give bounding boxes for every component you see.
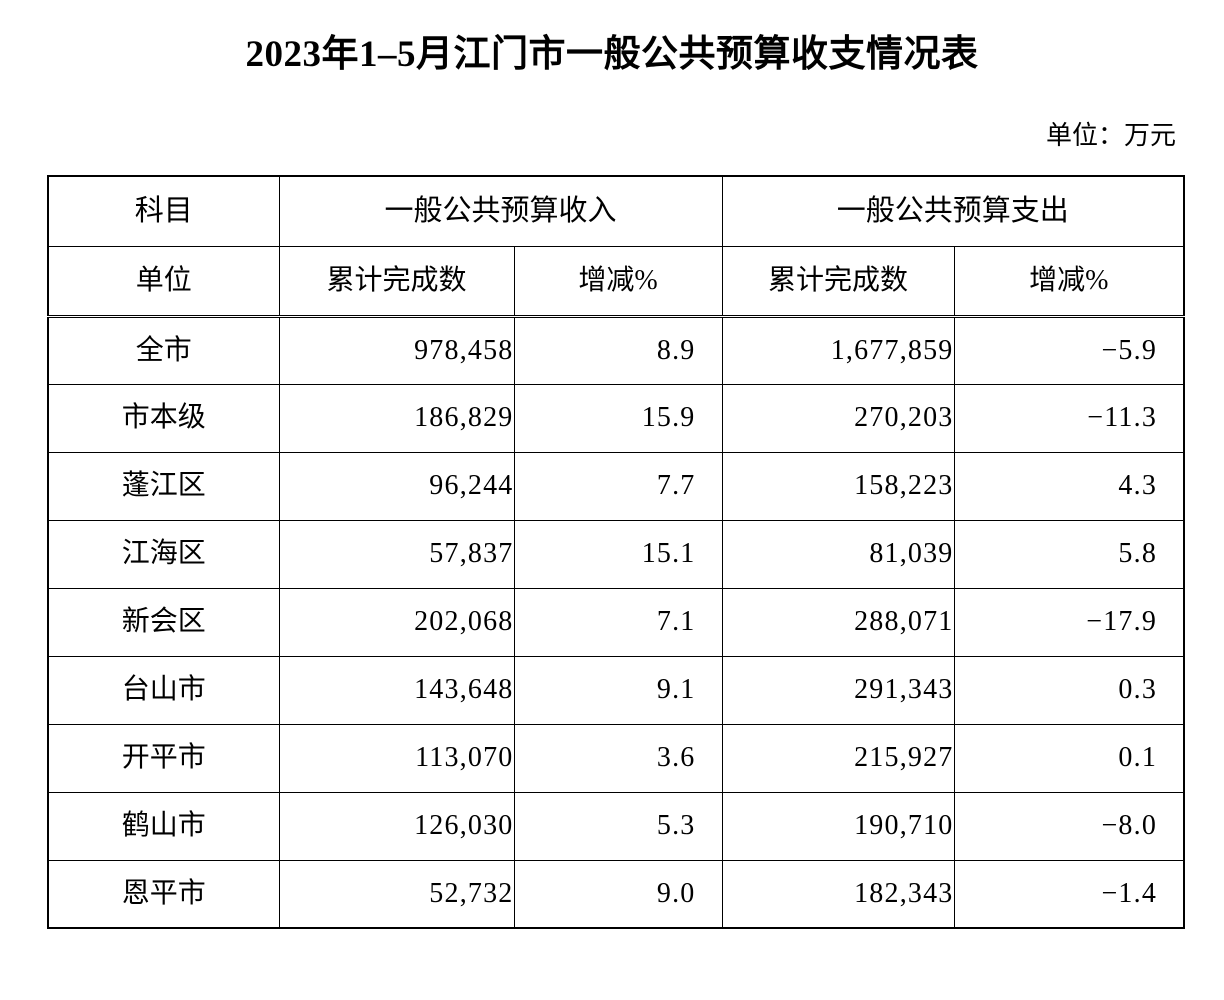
cell-expenditure-change: 4.3	[953, 451, 1185, 521]
table-row: 新会区 202,068 7.1 288,071 −17.9	[47, 587, 1185, 657]
header-group-revenue: 一般公共预算收入	[278, 175, 723, 247]
header-row-groups: 科目 一般公共预算收入 一般公共预算支出	[47, 175, 1185, 247]
cell-revenue-change: 15.9	[513, 383, 723, 453]
cell-unit: 鹤山市	[47, 791, 280, 861]
cell-expenditure-change: −17.9	[953, 587, 1185, 657]
cell-revenue-change: 9.0	[513, 859, 723, 929]
cell-expenditure-amount: 270,203	[721, 383, 955, 453]
cell-revenue-amount: 126,030	[278, 791, 515, 861]
table-container: 科目 一般公共预算收入 一般公共预算支出 单位 累计完成数 增减% 累计完成数 …	[0, 149, 1224, 929]
cell-revenue-amount: 113,070	[278, 723, 515, 793]
table-row: 台山市 143,648 9.1 291,343 0.3	[47, 655, 1185, 725]
header-expenditure-change: 增减%	[953, 245, 1185, 318]
page-title: 2023年1–5月江门市一般公共预算收支情况表	[245, 34, 979, 75]
cell-expenditure-amount: 158,223	[721, 451, 955, 521]
cell-unit: 江海区	[47, 519, 280, 589]
table-row: 全市 978,458 8.9 1,677,859 −5.9	[47, 315, 1185, 385]
budget-table: 科目 一般公共预算收入 一般公共预算支出 单位 累计完成数 增减% 累计完成数 …	[47, 175, 1186, 929]
cell-expenditure-change: 0.1	[953, 723, 1185, 793]
cell-revenue-amount: 96,244	[278, 451, 515, 521]
cell-unit: 全市	[47, 315, 280, 385]
header-revenue-change: 增减%	[513, 245, 723, 318]
cell-unit: 恩平市	[47, 859, 280, 929]
cell-revenue-amount: 202,068	[278, 587, 515, 657]
cell-revenue-change: 5.3	[513, 791, 723, 861]
cell-unit: 台山市	[47, 655, 280, 725]
cell-revenue-change: 15.1	[513, 519, 723, 589]
cell-expenditure-amount: 190,710	[721, 791, 955, 861]
cell-revenue-amount: 978,458	[278, 315, 515, 385]
cell-expenditure-amount: 215,927	[721, 723, 955, 793]
cell-revenue-change: 7.1	[513, 587, 723, 657]
cell-expenditure-amount: 182,343	[721, 859, 955, 929]
header-row-subcolumns: 单位 累计完成数 增减% 累计完成数 增减%	[47, 245, 1185, 318]
cell-revenue-change: 3.6	[513, 723, 723, 793]
table-row: 蓬江区 96,244 7.7 158,223 4.3	[47, 451, 1185, 521]
cell-revenue-amount: 143,648	[278, 655, 515, 725]
cell-expenditure-change: −11.3	[953, 383, 1185, 453]
cell-revenue-amount: 57,837	[278, 519, 515, 589]
cell-revenue-amount: 186,829	[278, 383, 515, 453]
cell-expenditure-change: 0.3	[953, 655, 1185, 725]
cell-expenditure-change: 5.8	[953, 519, 1185, 589]
cell-expenditure-amount: 288,071	[721, 587, 955, 657]
header-unit: 单位	[47, 245, 280, 318]
cell-revenue-amount: 52,732	[278, 859, 515, 929]
header-subject: 科目	[47, 175, 280, 247]
table-head: 科目 一般公共预算收入 一般公共预算支出 单位 累计完成数 增减% 累计完成数 …	[47, 175, 1185, 318]
header-expenditure-amount: 累计完成数	[721, 245, 955, 318]
cell-revenue-change: 9.1	[513, 655, 723, 725]
table-row: 市本级 186,829 15.9 270,203 −11.3	[47, 383, 1185, 453]
cell-expenditure-amount: 291,343	[721, 655, 955, 725]
cell-expenditure-amount: 81,039	[721, 519, 955, 589]
cell-unit: 新会区	[47, 587, 280, 657]
table-row: 开平市 113,070 3.6 215,927 0.1	[47, 723, 1185, 793]
unit-note-row: 单位：万元	[0, 73, 1224, 149]
cell-unit: 蓬江区	[47, 451, 280, 521]
cell-expenditure-change: −1.4	[953, 859, 1185, 929]
cell-unit: 市本级	[47, 383, 280, 453]
cell-revenue-change: 7.7	[513, 451, 723, 521]
unit-note: 单位：万元	[1045, 121, 1176, 150]
cell-unit: 开平市	[47, 723, 280, 793]
cell-expenditure-change: −8.0	[953, 791, 1185, 861]
cell-expenditure-amount: 1,677,859	[721, 315, 955, 385]
table-row: 恩平市 52,732 9.0 182,343 −1.4	[47, 859, 1185, 929]
header-revenue-amount: 累计完成数	[278, 245, 515, 318]
cell-expenditure-change: −5.9	[953, 315, 1185, 385]
cell-revenue-change: 8.9	[513, 315, 723, 385]
table-row: 鹤山市 126,030 5.3 190,710 −8.0	[47, 791, 1185, 861]
header-group-expenditure: 一般公共预算支出	[721, 175, 1185, 247]
table-row: 江海区 57,837 15.1 81,039 5.8	[47, 519, 1185, 589]
table-body: 全市 978,458 8.9 1,677,859 −5.9 市本级 186,829 15.9 2…	[47, 315, 1185, 929]
